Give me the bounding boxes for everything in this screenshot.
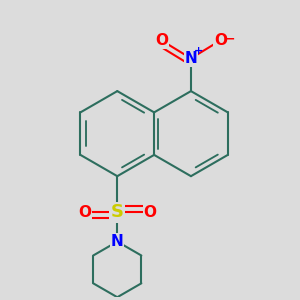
Text: O: O [155, 33, 168, 48]
Text: O: O [214, 33, 227, 48]
Text: S: S [111, 203, 124, 221]
Text: +: + [194, 46, 203, 56]
Text: O: O [78, 205, 91, 220]
Text: O: O [143, 205, 157, 220]
Text: −: − [224, 32, 235, 45]
Text: N: N [111, 234, 124, 249]
Text: N: N [184, 51, 197, 66]
